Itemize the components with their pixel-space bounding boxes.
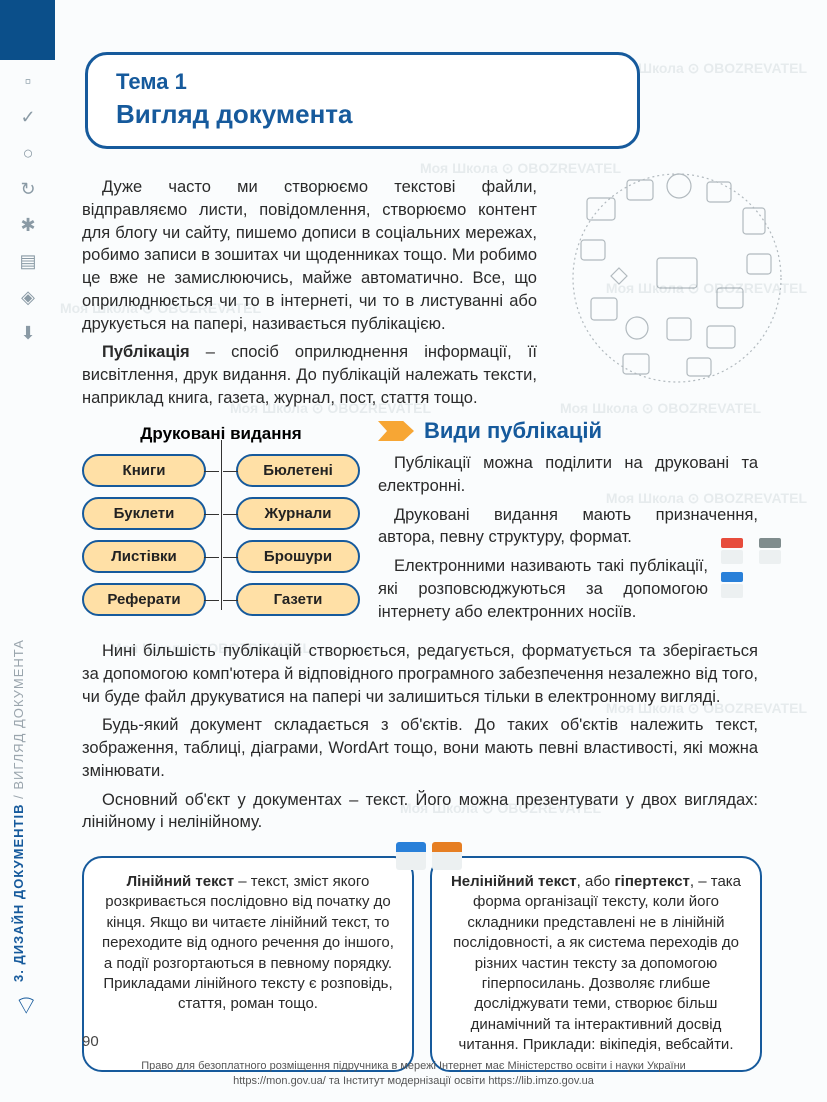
download-icon: ⬇ (17, 322, 39, 344)
body-text: Нині більшість публікацій створюється, р… (82, 640, 758, 840)
pub-p2: Друковані видання мають призначення, авт… (378, 504, 758, 550)
pdf-badge (715, 536, 749, 566)
corner-decoration (0, 0, 55, 60)
html-mini-icon (432, 842, 462, 870)
file-format-badges (715, 536, 789, 600)
section-heading: Види публікацій (378, 418, 602, 444)
sidebar-icons: ▫ ✓ ○ ↻ ✱ ▤ ◈ ⬇ (8, 70, 48, 344)
doc-icon: ▤ (17, 250, 39, 272)
intro-p2: Публікація – спосіб оприлюднення інформа… (82, 341, 537, 409)
tree-diagram: Друковані видання Книги Бюлетені Буклети… (82, 424, 360, 616)
check-icon: ✓ (17, 106, 39, 128)
pub-p1: Публікації можна поділити на друковані т… (378, 452, 758, 498)
refresh-icon: ↻ (17, 178, 39, 200)
nonlinear-text-box: Нелінійний текст, або гіпертекст, – така… (430, 856, 762, 1072)
tree-node: Брошури (236, 540, 360, 573)
watermark: Моя Школа ⊙ OBOZREVATEL (560, 400, 761, 417)
gear-icon: ✱ (17, 214, 39, 236)
title-box: Тема 1 Вигляд документа (85, 52, 640, 149)
page-number: 90 (82, 1033, 99, 1050)
publication-types-text: Публікації можна поділити на друковані т… (378, 452, 758, 629)
twin-file-icons (396, 842, 462, 870)
doc-mini-icon (396, 842, 426, 870)
footer-text: Право для безоплатного розміщення підруч… (0, 1059, 827, 1088)
doc-badge (715, 570, 749, 600)
body-p1: Нині більшість публікацій створюється, р… (82, 640, 758, 708)
tree-node: Газети (236, 583, 360, 616)
footer-l2: https://mon.gov.ua/ та Інститут модерніз… (0, 1074, 827, 1088)
tree-node: Книги (82, 454, 206, 487)
linear-text-box: Лінійний текст – текст, зміст якого розк… (82, 856, 414, 1072)
intro-text: Дуже часто ми створюємо текстові файли, … (82, 176, 537, 416)
arrow-icon (378, 421, 414, 441)
theme-label: Тема 1 (116, 69, 609, 95)
page-title: Вигляд документа (116, 99, 609, 130)
chapter-label: 3. ДИЗАЙН ДОКУМЕНТІВ / ВИГЛЯД ДОКУМЕНТА (11, 639, 26, 982)
intro-p1: Дуже часто ми створюємо текстові файли, … (82, 176, 537, 335)
txt-badge (753, 536, 787, 566)
textbook-page: ▫ ✓ ○ ↻ ✱ ▤ ◈ ⬇ Моя Школа ⊙ OBOZREVATEL … (0, 0, 827, 1102)
folder-icon: ▫ (17, 70, 39, 92)
bulb-icon: ○ (17, 142, 39, 164)
tree-node: Журнали (236, 497, 360, 530)
tree-node: Листівки (82, 540, 206, 573)
body-p2: Будь-який документ складається з об'єкті… (82, 714, 758, 782)
tree-node: Реферати (82, 583, 206, 616)
comparison-boxes: Лінійний текст – текст, зміст якого розк… (82, 856, 762, 1072)
body-p3: Основний об'єкт у документах – текст. Йо… (82, 789, 758, 835)
wifi-icon: ◈ (17, 286, 39, 308)
section-heading-text: Види публікацій (424, 418, 602, 444)
pub-p3: Електронними називають такі публікації, … (378, 555, 708, 623)
footer-l1: Право для безоплатного розміщення підруч… (0, 1059, 827, 1073)
wifi-bottom-icon: ⌔ (14, 989, 38, 1022)
tree-node: Бюлетені (236, 454, 360, 487)
tree-node: Буклети (82, 497, 206, 530)
decorative-icons (567, 168, 787, 388)
